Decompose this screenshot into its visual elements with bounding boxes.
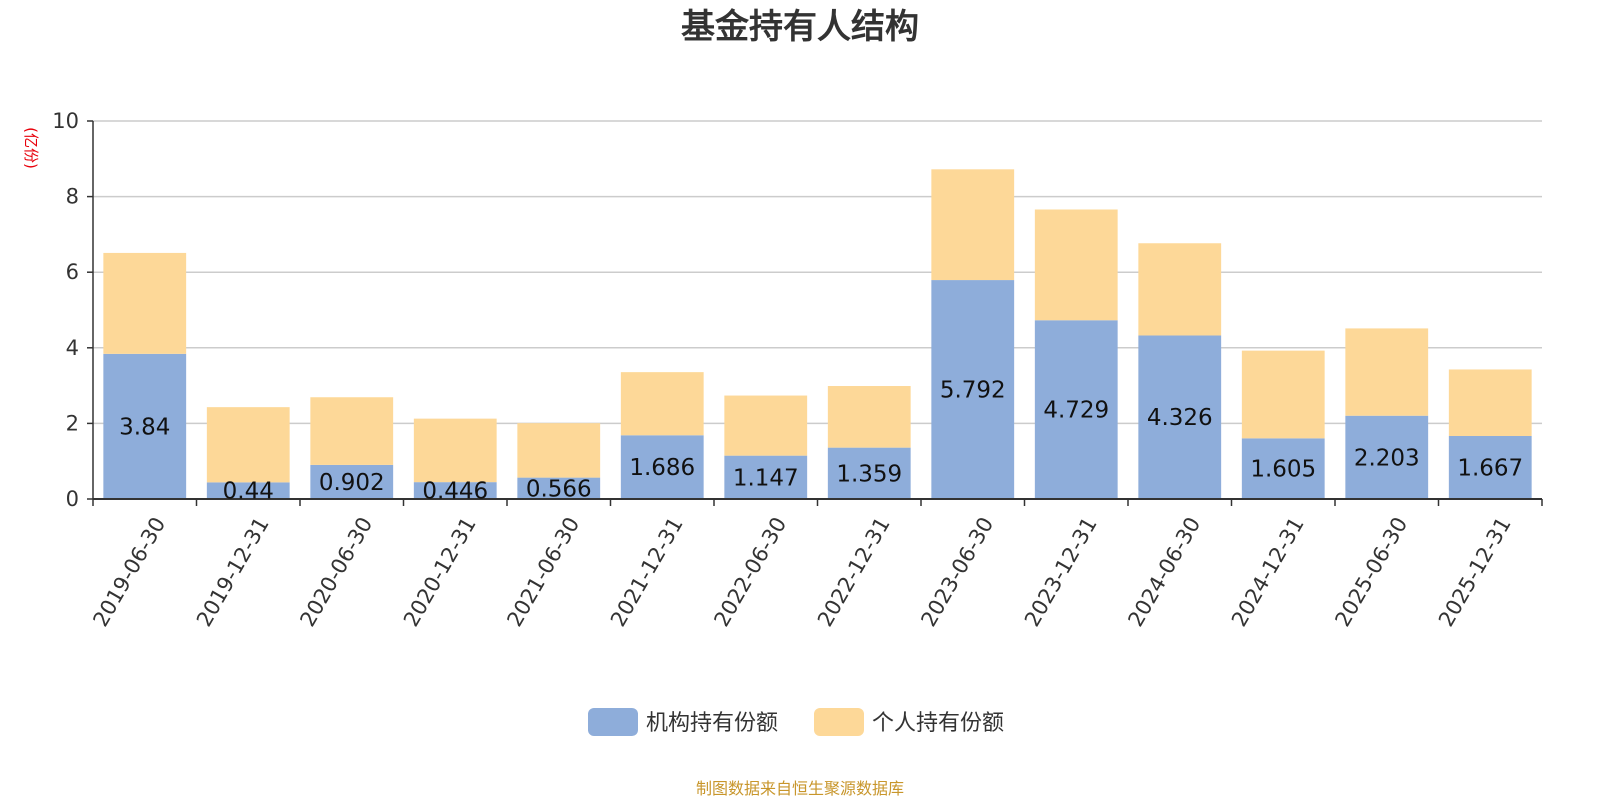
- bar-value-label: 1.359: [836, 461, 902, 487]
- x-tick-label: 2019-06-30: [88, 513, 170, 631]
- bar-individual: [206, 407, 290, 483]
- bar-individual: [724, 395, 808, 456]
- bar-institutional: [517, 477, 601, 499]
- bar-institutional: [103, 353, 187, 499]
- y-tick-label: 2: [66, 411, 79, 435]
- bar-value-label: 1.147: [733, 465, 799, 491]
- bar-institutional: [206, 482, 290, 499]
- x-tick-label: 2020-12-31: [399, 513, 481, 631]
- legend-item-institutional-swatch: [588, 708, 638, 736]
- bar-institutional: [413, 482, 497, 499]
- y-axis-unit-label: (亿份): [22, 127, 40, 169]
- bar-value-label: 0.902: [319, 470, 385, 496]
- data-source-note: 制图数据来自恒生聚源数据库: [696, 779, 904, 798]
- y-tick-label: 10: [52, 109, 79, 133]
- bar-individual: [1138, 243, 1222, 336]
- x-tick-label: 2024-12-31: [1227, 513, 1309, 631]
- bar-institutional: [1034, 320, 1118, 499]
- bar-value-label: 4.326: [1147, 405, 1213, 431]
- bar-individual: [413, 418, 497, 483]
- x-tick-label: 2023-06-30: [916, 513, 998, 631]
- bar-individual: [1034, 209, 1118, 321]
- bars: [103, 169, 1532, 499]
- bar-individual: [1345, 328, 1429, 416]
- y-tick-label: 6: [66, 260, 79, 284]
- bar-value-label: 0.44: [223, 479, 274, 505]
- bar-value-label: 3.84: [119, 414, 170, 440]
- bar-value-label: 1.686: [629, 455, 695, 481]
- x-tick-label: 2024-06-30: [1123, 513, 1205, 631]
- x-tick-label: 2025-12-31: [1434, 513, 1516, 631]
- bar-institutional: [1345, 415, 1429, 499]
- x-tick-label: 2022-06-30: [709, 513, 791, 631]
- chart-title: 基金持有人结构: [681, 7, 919, 47]
- y-tick-label: 4: [66, 336, 79, 360]
- bar-institutional: [1138, 335, 1222, 499]
- bar-value-label: 4.729: [1043, 398, 1109, 424]
- y-tick-label: 8: [66, 185, 79, 209]
- x-tick-label: 2023-12-31: [1020, 513, 1102, 631]
- bar-value-label: 0.446: [422, 479, 488, 505]
- bar-individual: [827, 386, 911, 448]
- x-tick-label: 2022-12-31: [813, 513, 895, 631]
- bar-individual: [103, 252, 187, 354]
- bar-value-label: 2.203: [1354, 445, 1420, 471]
- bar-individual: [931, 169, 1015, 281]
- bar-individual: [310, 397, 394, 465]
- legend-item-individual-swatch: [814, 708, 864, 736]
- bar-institutional: [310, 464, 394, 499]
- bar-institutional: [620, 435, 704, 499]
- bar-institutional: [931, 280, 1015, 499]
- bar-value-label: 0.566: [526, 476, 592, 502]
- bar-value-label: 1.605: [1250, 457, 1316, 483]
- legend-item-institutional-label: 机构持有份额: [646, 711, 778, 736]
- legend-item-individual-label: 个人持有份额: [872, 711, 1004, 736]
- x-tick-label: 2021-12-31: [606, 513, 688, 631]
- bar-institutional: [1241, 438, 1325, 499]
- x-tick-label: 2021-06-30: [502, 513, 584, 631]
- bar-individual: [517, 423, 601, 478]
- bar-institutional: [827, 447, 911, 499]
- bar-value-label: 5.792: [940, 378, 1006, 404]
- legend: 机构持有份额 个人持有份额: [588, 708, 1004, 736]
- bar-value-label: 1.667: [1457, 455, 1523, 481]
- data-labels: 3.84 0.44 0.902 0.446 0.566 1.686 1.147 1.359 5.…: [119, 378, 1523, 505]
- y-tick-label: 0: [66, 487, 79, 511]
- x-tick-label: 2025-06-30: [1330, 513, 1412, 631]
- bar-individual: [1241, 350, 1325, 439]
- bar-individual: [620, 372, 704, 436]
- x-tick-label: 2020-06-30: [295, 513, 377, 631]
- bar-institutional: [1448, 435, 1532, 499]
- x-tick-label: 2019-12-31: [192, 513, 274, 631]
- bar-individual: [1448, 369, 1532, 436]
- bar-institutional: [724, 455, 808, 499]
